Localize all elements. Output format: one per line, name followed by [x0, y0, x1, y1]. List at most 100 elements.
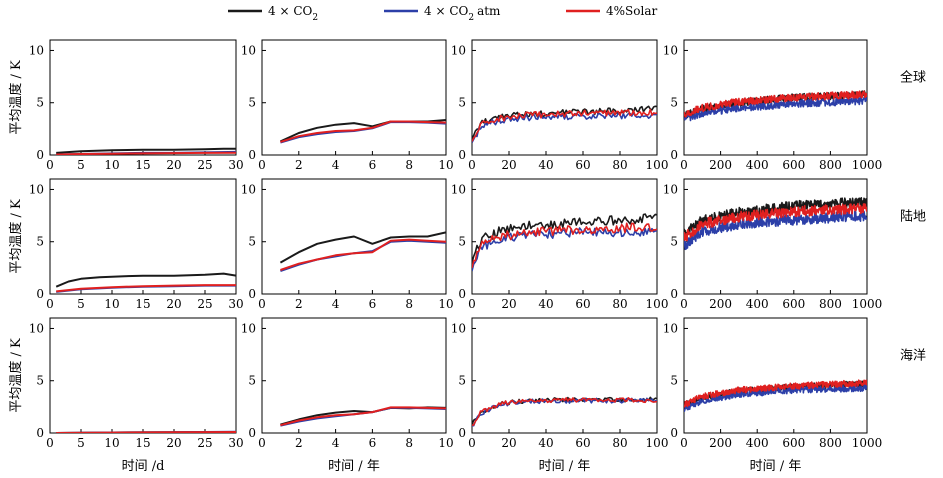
y-tick-label: 10 [241, 43, 256, 57]
series-line-co2atm [684, 384, 867, 412]
y-tick-label: 10 [29, 321, 44, 335]
series-line-solar [684, 379, 867, 408]
x-tick-label: 100 [646, 158, 669, 172]
x-tick-label: 6 [369, 158, 377, 172]
x-tick-label: 0 [680, 158, 688, 172]
x-tick-label: 80 [612, 158, 627, 172]
x-tick-label: 0 [258, 158, 266, 172]
y-tick-label: 5 [458, 235, 466, 249]
panel-frame [683, 39, 868, 156]
x-tick-label: 10 [438, 297, 453, 311]
x-tick-label: 1000 [852, 436, 883, 450]
x-tick-label: 200 [709, 436, 732, 450]
x-tick-label: 20 [166, 436, 181, 450]
series-line-solar [280, 238, 446, 271]
x-tick-label: 200 [709, 158, 732, 172]
y-tick-label: 10 [663, 321, 678, 335]
x-tick-label: 20 [166, 297, 181, 311]
row-label-0: 全球 [900, 70, 926, 86]
x-tick-label: 30 [228, 158, 243, 172]
series-line-co2atm [472, 397, 657, 427]
x-tick-label: 30 [228, 297, 243, 311]
y-tick-label: 0 [670, 287, 678, 301]
y-tick-label: 10 [241, 321, 256, 335]
series-line-solar [56, 284, 236, 293]
y-tick-label: 10 [451, 182, 466, 196]
series-line-solar [56, 151, 236, 155]
x-tick-label: 0 [46, 436, 54, 450]
y-tick-label: 5 [458, 96, 466, 110]
x-tick-label: 0 [680, 297, 688, 311]
x-tick-label: 400 [746, 297, 769, 311]
x-axis-label-col-3: 时间 / 年 [750, 459, 802, 474]
panel-frame [49, 178, 237, 295]
x-tick-label: 2 [295, 297, 303, 311]
y-axis-label-row-0: 平均温度 / K [8, 60, 24, 135]
panel-frame [471, 178, 658, 295]
x-tick-label: 600 [782, 297, 805, 311]
x-tick-label: 60 [575, 436, 590, 450]
series-line-co2atm [472, 226, 657, 272]
series-line-co2 [56, 147, 236, 154]
y-tick-label: 0 [458, 426, 466, 440]
x-tick-label: 5 [77, 297, 85, 311]
y-tick-label: 10 [241, 182, 256, 196]
series-line-co2 [472, 213, 657, 263]
y-tick-label: 0 [670, 426, 678, 440]
series-line-co2atm [280, 239, 446, 272]
panel-r2-c0: 0 5 10 0 5 10 15 20 25 30 [29, 317, 244, 450]
series-line-solar [472, 108, 657, 142]
panel-r0-c3: 0 5 10 0 200 400 600 800 1000 [663, 39, 882, 172]
panel-frame [683, 317, 868, 434]
series-line-co2atm [472, 111, 657, 143]
x-tick-label: 10 [104, 158, 119, 172]
y-tick-label: 0 [248, 148, 256, 162]
x-tick-label: 100 [646, 297, 669, 311]
x-tick-label: 200 [709, 297, 732, 311]
x-tick-label: 4 [332, 158, 340, 172]
x-tick-label: 600 [782, 158, 805, 172]
x-tick-label: 10 [104, 297, 119, 311]
panel-r0-c0: 0 5 10 0 5 10 15 20 25 30 [29, 39, 244, 172]
x-tick-label: 15 [135, 297, 150, 311]
x-tick-label: 8 [405, 297, 413, 311]
x-tick-label: 6 [369, 436, 377, 450]
x-tick-label: 40 [538, 158, 553, 172]
x-tick-label: 800 [819, 297, 842, 311]
y-tick-label: 0 [458, 148, 466, 162]
x-tick-label: 20 [166, 158, 181, 172]
x-tick-label: 10 [104, 436, 119, 450]
x-tick-label: 0 [468, 297, 476, 311]
row-label-2: 海洋 [900, 349, 926, 364]
x-tick-label: 5 [77, 158, 85, 172]
panel-r2-c1: 0 5 10 0 2 4 6 8 10 [241, 317, 454, 450]
y-tick-label: 10 [451, 321, 466, 335]
x-tick-label: 4 [332, 297, 340, 311]
y-tick-label: 0 [36, 287, 44, 301]
x-tick-label: 0 [258, 297, 266, 311]
x-tick-label: 0 [46, 297, 54, 311]
x-axis-label-col-0: 时间 /d [122, 459, 165, 474]
y-tick-label: 5 [36, 96, 44, 110]
x-tick-label: 400 [746, 158, 769, 172]
row-label-1: 陆地 [900, 209, 926, 225]
series-line-solar [56, 431, 236, 433]
series-line-co2 [280, 406, 446, 426]
x-tick-label: 800 [819, 436, 842, 450]
x-tick-label: 0 [258, 436, 266, 450]
series-line-solar [280, 406, 446, 427]
x-tick-label: 8 [405, 436, 413, 450]
y-tick-label: 10 [663, 182, 678, 196]
x-tick-label: 40 [538, 436, 553, 450]
x-tick-label: 0 [468, 436, 476, 450]
series-line-solar [280, 120, 446, 143]
y-tick-label: 0 [36, 148, 44, 162]
panel-r1-c3: 0 5 10 0 200 400 600 800 1000 [663, 178, 882, 311]
panel-frame [261, 317, 447, 434]
panel-frame [471, 39, 658, 156]
x-tick-label: 400 [746, 436, 769, 450]
x-tick-label: 20 [501, 436, 516, 450]
